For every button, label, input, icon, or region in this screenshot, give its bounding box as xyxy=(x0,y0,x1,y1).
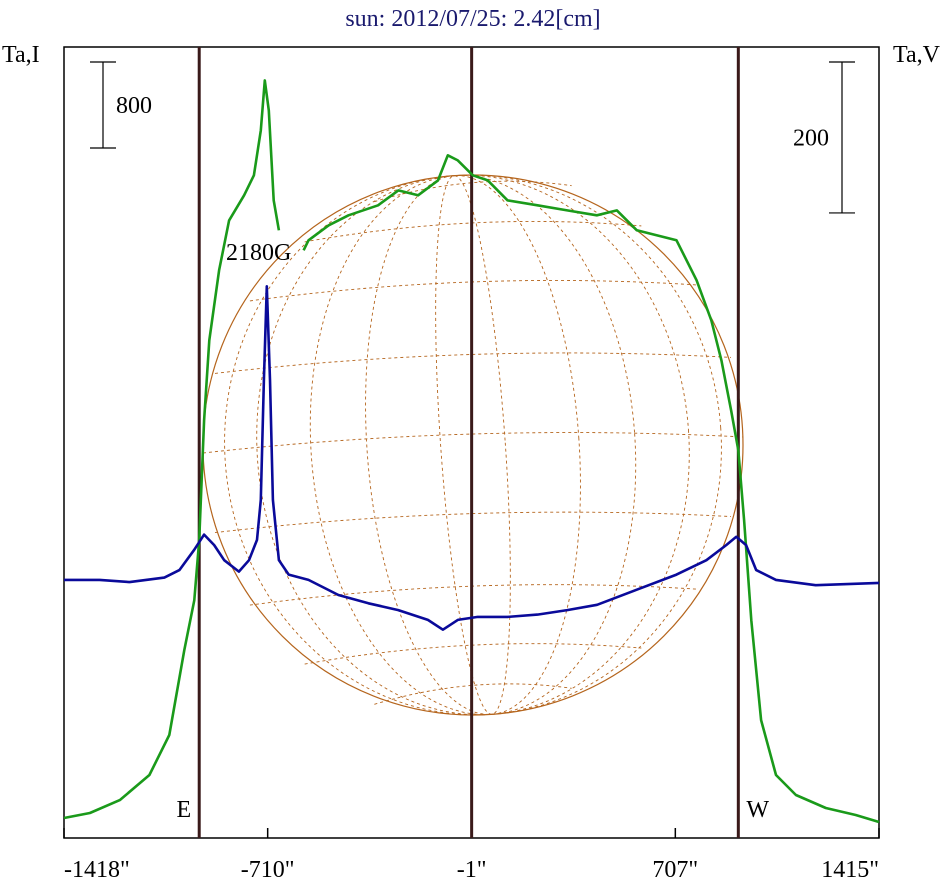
meridian xyxy=(435,175,511,715)
parallel xyxy=(374,683,572,705)
vertical-line-label: W xyxy=(746,797,769,823)
meridian xyxy=(365,175,581,715)
chart-title: sun: 2012/07/25: 2.42[cm] xyxy=(345,6,600,32)
vertical-line-label: E xyxy=(177,797,192,823)
parallel xyxy=(374,180,572,203)
y-axis-label: Ta,I xyxy=(2,42,40,68)
x-tick-label: -710" xyxy=(241,857,295,883)
y2-axis-label: Ta,V xyxy=(893,42,941,68)
series-line xyxy=(64,285,880,631)
x-tick-label: -1418" xyxy=(64,857,130,883)
series-line xyxy=(63,79,880,824)
x-tick-label: 1415" xyxy=(821,857,879,883)
meridian xyxy=(309,174,637,716)
x-tick-label: 707" xyxy=(652,857,698,883)
scale-bar-label: 800 xyxy=(116,93,152,119)
x-tick-label: -1" xyxy=(457,857,487,883)
meridian xyxy=(224,174,722,716)
annotation: 2180G xyxy=(226,240,291,266)
scale-bar-label: 200 xyxy=(793,125,829,151)
